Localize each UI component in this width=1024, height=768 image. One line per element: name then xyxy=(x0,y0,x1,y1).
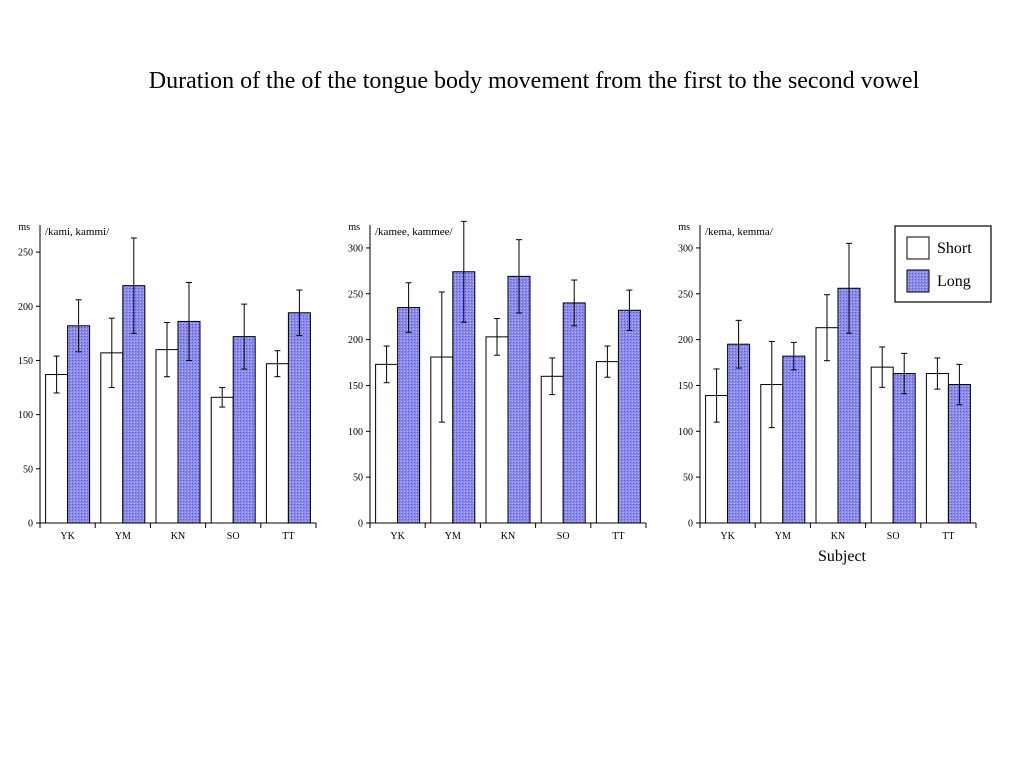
bar-short xyxy=(925,373,949,524)
bar-long xyxy=(782,355,806,524)
y-tick-label: 150 xyxy=(348,381,363,392)
y-tick-label: 100 xyxy=(678,427,693,438)
y-unit-label: ms xyxy=(348,222,360,233)
bar-short xyxy=(265,363,289,524)
y-tick-label: 250 xyxy=(18,248,33,259)
y-unit-label: ms xyxy=(18,222,30,233)
chart-panel-kami: 0 50 100 150 200 250 ms/kami, kammi/YK YM KN SO TT xyxy=(18,222,317,542)
x-tick-label: YK xyxy=(60,531,75,542)
x-tick-label: TT xyxy=(942,531,954,542)
y-tick-label: 300 xyxy=(678,243,693,254)
chart-panel-kema: 0 50 100 150 200 250 300 ms/kema, kemma/YK YM KN S… xyxy=(678,222,977,542)
x-axis-label: Subject xyxy=(818,548,866,565)
y-tick-label: 0 xyxy=(28,519,33,530)
bar-long xyxy=(727,343,751,524)
y-tick-label: 50 xyxy=(683,473,693,484)
x-tick-label: YM xyxy=(115,531,131,542)
bar-short xyxy=(540,375,564,524)
bar-long xyxy=(617,309,641,524)
x-tick-label: YK xyxy=(390,531,405,542)
bar-short xyxy=(45,374,69,524)
y-tick-label: 250 xyxy=(348,289,363,300)
chart-title: /kema, kemma/ xyxy=(705,226,774,238)
chart-title: /kami, kammi/ xyxy=(45,226,110,238)
y-tick-label: 100 xyxy=(18,410,33,421)
x-tick-label: SO xyxy=(557,531,570,542)
x-tick-label: KN xyxy=(501,531,515,542)
x-tick-label: YM xyxy=(445,531,461,542)
bar-short xyxy=(210,396,234,524)
y-tick-label: 50 xyxy=(353,473,363,484)
bar-long xyxy=(562,302,586,524)
legend: Short Long xyxy=(894,225,992,303)
y-tick-label: 150 xyxy=(678,381,693,392)
chart-panel-kamee: 0 50 100 150 200 250 300 ms/kamee, kammee/YK YM K… xyxy=(348,220,647,542)
y-unit-label: ms xyxy=(678,222,690,233)
y-tick-label: 100 xyxy=(348,427,363,438)
y-tick-label: 150 xyxy=(18,356,33,367)
x-tick-label: SO xyxy=(227,531,240,542)
chart-title: /kamee, kammee/ xyxy=(375,226,454,238)
x-tick-label: YK xyxy=(720,531,735,542)
y-tick-label: 250 xyxy=(678,289,693,300)
x-tick-label: KN xyxy=(831,531,845,542)
legend-swatch-short xyxy=(906,236,930,260)
legend-label: Long xyxy=(937,273,971,290)
x-tick-label: TT xyxy=(282,531,294,542)
y-tick-label: 200 xyxy=(348,335,363,346)
bar-short xyxy=(485,336,509,524)
bar-short xyxy=(375,363,399,524)
bar-long xyxy=(287,312,311,524)
x-tick-label: YM xyxy=(775,531,791,542)
y-tick-label: 0 xyxy=(358,519,363,530)
bar-long xyxy=(67,325,91,524)
legend-label: Short xyxy=(937,240,972,257)
bar-short xyxy=(595,361,619,524)
x-tick-label: SO xyxy=(887,531,900,542)
page-title: Duration of the of the tongue body movem… xyxy=(148,68,920,94)
bar-long xyxy=(892,373,916,524)
legend-swatch-long xyxy=(906,269,930,293)
y-tick-label: 200 xyxy=(678,335,693,346)
y-tick-label: 300 xyxy=(348,243,363,254)
x-tick-label: TT xyxy=(612,531,624,542)
bar-long xyxy=(397,307,421,524)
x-tick-label: KN xyxy=(171,531,185,542)
bar-short xyxy=(870,366,894,524)
y-tick-label: 50 xyxy=(23,464,33,475)
bar-long xyxy=(947,384,971,524)
y-tick-label: 200 xyxy=(18,302,33,313)
y-tick-label: 0 xyxy=(688,519,693,530)
